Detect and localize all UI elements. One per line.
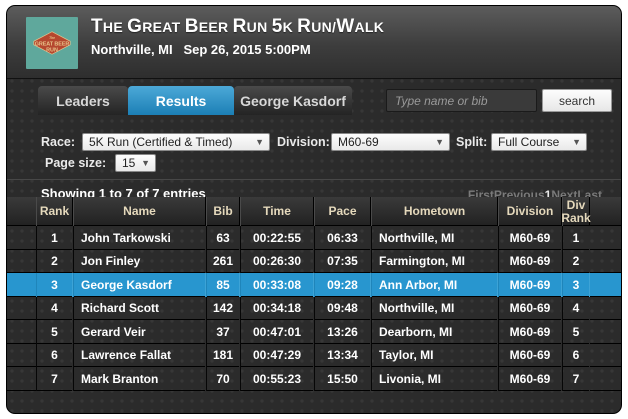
svg-text:The: The — [49, 36, 55, 40]
svg-text:GREAT BEER: GREAT BEER — [35, 42, 70, 48]
svg-text:RUN: RUN — [46, 48, 58, 54]
